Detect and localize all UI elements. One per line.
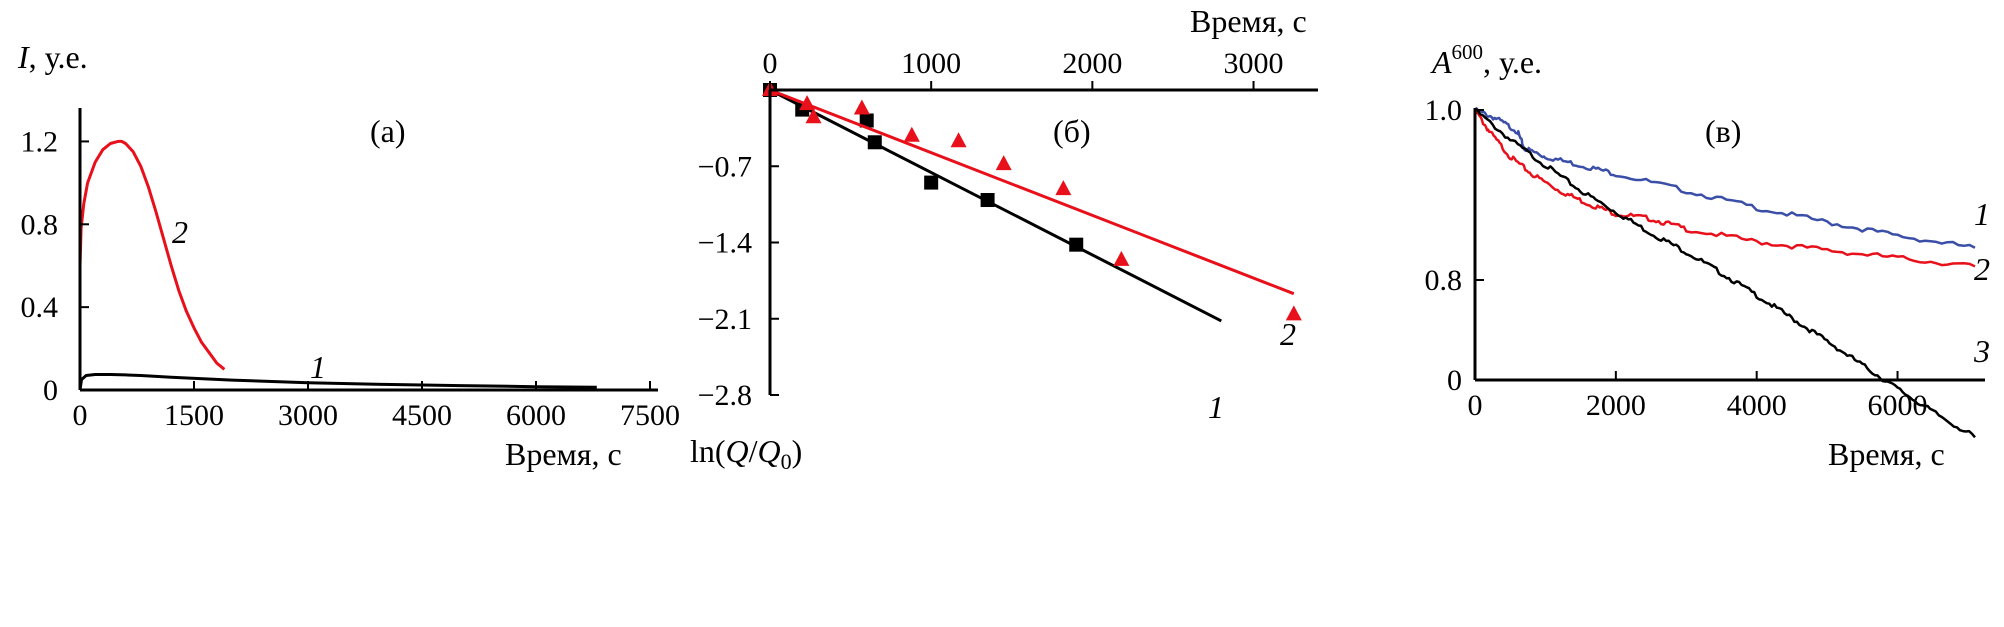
chart-b-series-2-point (799, 95, 816, 111)
chart-c-ylabel-sup: 600 (1452, 40, 1484, 64)
chart-a-panel-label: (а) (370, 113, 406, 149)
chart-b-series-2-point (950, 132, 967, 148)
chart-b-series-2-point (903, 126, 920, 142)
chart-b-panel-label: (б) (1053, 113, 1091, 149)
chart-c-plot-area (1474, 107, 1976, 439)
chart-b: 0 1000 2000 3000 −0.7 −1.4 −2.1 −2.8 Время, с l… (690, 3, 1318, 474)
chart-c-xtick-label: 0 (1468, 389, 1483, 422)
chart-b-ylabel-slash: / (749, 433, 758, 469)
chart-a-series-2-line (78, 139, 226, 390)
chart-c-series-2-line (1474, 107, 1976, 268)
chart-b-series-2-point (805, 108, 822, 124)
chart-c-ylabel: A600, у.е. (1430, 40, 1542, 80)
chart-c-curve-label-1: 1 (1974, 196, 1990, 232)
chart-b-xlabel: Время, с (1190, 3, 1307, 39)
chart-a-ylabel-unit: , у.е. (29, 39, 88, 75)
chart-b-ylabel-prefix: ln( (690, 433, 726, 469)
chart-c-ticks: 0 2000 4000 6000 0 0.8 1.0 (1425, 94, 1928, 422)
chart-a-series-1-line (78, 373, 597, 391)
chart-a-plot-area (78, 139, 597, 391)
chart-b-series-1-point (980, 193, 995, 208)
chart-c-ytick-label: 0.8 (1425, 264, 1463, 297)
chart-c-curve-label-2: 2 (1974, 251, 1990, 287)
chart-b-ytick-label: −1.4 (698, 227, 752, 260)
chart-a-xlabel: Время, с (505, 436, 622, 472)
chart-a-ylabel-var: I (17, 39, 30, 75)
chart-b-curve-label-2: 2 (1280, 316, 1296, 352)
chart-b-ticks: 0 1000 2000 3000 −0.7 −1.4 −2.1 −2.8 (698, 47, 1284, 412)
chart-b-ytick-label: −2.8 (698, 379, 752, 412)
chart-b-plot-area (762, 81, 1302, 323)
chart-b-ylabel-sub: 0 (781, 449, 792, 474)
chart-b-xtick-label: 2000 (1062, 47, 1122, 80)
chart-b-series-2-point (853, 99, 870, 115)
chart-c-series-1-line (1474, 107, 1976, 249)
chart-a-ylabel: I, у.е. (17, 39, 88, 75)
chart-c-curve-label-3: 3 (1973, 333, 1990, 369)
chart-a-xtick-label: 7500 (620, 399, 680, 432)
chart-b-xtick-label: 3000 (1224, 47, 1284, 80)
chart-b-ylabel-q0: Q (758, 433, 781, 469)
chart-b-series-1-fit-line (769, 88, 1222, 323)
chart-b-ylabel: ln(Q/Q0) (690, 433, 802, 474)
chart-c-ylabel-var: A (1430, 44, 1452, 80)
chart-c-xtick-label: 4000 (1727, 389, 1787, 422)
chart-b-series-2-point (1113, 250, 1130, 266)
chart-b-series-2-point (995, 155, 1012, 171)
chart-b-series-1-point (1069, 237, 1084, 252)
chart-a-curve-label-2: 2 (172, 214, 188, 250)
chart-a-xtick-label: 0 (73, 399, 88, 432)
chart-b-ylabel-q: Q (726, 433, 749, 469)
chart-c-xtick-label: 2000 (1586, 389, 1646, 422)
chart-a-ytick-label: 0.4 (21, 291, 59, 324)
chart-b-series-1-point (859, 113, 874, 128)
chart-c-xtick-label: 6000 (1868, 389, 1928, 422)
chart-b-ytick-label: −2.1 (698, 303, 752, 336)
chart-a-ytick-label: 0 (43, 374, 58, 407)
chart-a-xtick-label: 1500 (164, 399, 224, 432)
chart-b-ylabel-suffix: ) (792, 433, 803, 469)
chart-b-curve-label-1: 1 (1208, 389, 1224, 425)
chart-c: 0 2000 4000 6000 0 0.8 1.0 A600, у.е. Время, с… (1425, 40, 1991, 472)
chart-c-panel-label: (в) (1705, 113, 1741, 149)
chart-a-ytick-label: 0.8 (21, 208, 59, 241)
chart-a-curve-label-1: 1 (310, 349, 326, 385)
chart-b-series-2-fit-line (769, 88, 1295, 296)
chart-b-ytick-label: −0.7 (698, 150, 752, 183)
chart-a-ytick-label: 1.2 (21, 125, 59, 158)
chart-b-series-2-point (1285, 305, 1302, 321)
chart-b-series-1-point (924, 175, 939, 190)
chart-b-series-2-point (1055, 180, 1072, 196)
chart-c-ylabel-unit: , у.е. (1483, 44, 1542, 80)
chart-a-xtick-label: 3000 (278, 399, 338, 432)
chart-a-ticks: 0 1500 3000 4500 6000 7500 0 0.4 0.8 1.2 (21, 125, 681, 432)
chart-a-xtick-label: 4500 (392, 399, 452, 432)
chart-a-xtick-label: 6000 (506, 399, 566, 432)
chart-b-xtick-label: 0 (763, 47, 778, 80)
chart-b-xtick-label: 1000 (901, 47, 961, 80)
chart-c-xlabel: Время, с (1828, 436, 1945, 472)
chart-c-ytick-label: 1.0 (1425, 94, 1463, 127)
chart-b-series-1-point (867, 135, 882, 150)
chart-c-ytick-label: 0 (1447, 364, 1462, 397)
